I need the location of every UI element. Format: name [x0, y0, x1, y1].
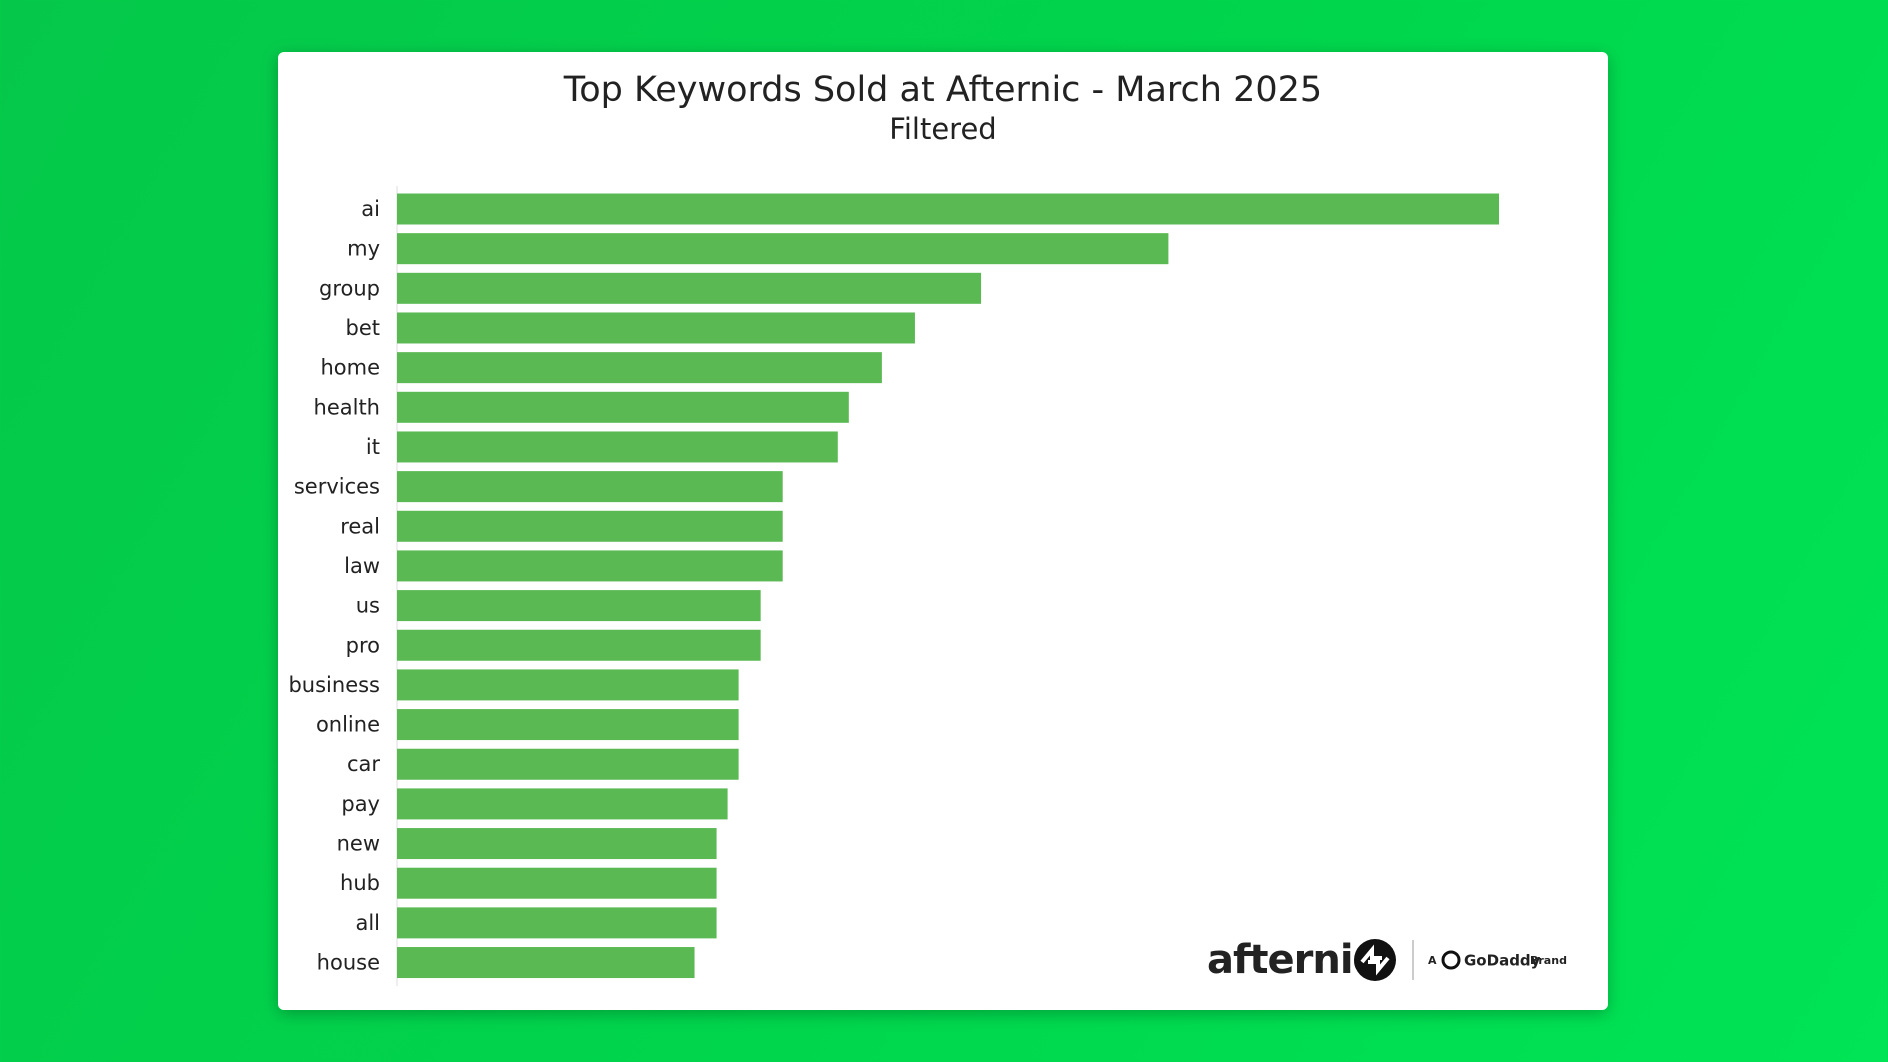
- bar: [397, 233, 1169, 265]
- bar: [397, 431, 838, 463]
- bar: [397, 510, 783, 542]
- bar: [397, 669, 739, 701]
- logo-godaddy: GoDaddy: [1464, 952, 1541, 970]
- bar: [397, 947, 695, 979]
- y-tick-label: home: [320, 356, 380, 380]
- y-tick-label: bet: [346, 316, 380, 340]
- logo: afternic A GoDaddy Brand: [1207, 937, 1567, 983]
- bar: [397, 391, 849, 423]
- y-tick-label: real: [340, 514, 380, 538]
- y-tick-label: ai: [361, 197, 380, 221]
- godaddy-icon: [1441, 950, 1461, 970]
- bar: [397, 471, 783, 503]
- y-tick-label: business: [288, 673, 380, 697]
- y-tick-label: new: [337, 832, 380, 856]
- chart-title: Top Keywords Sold at Afternic - March 20…: [563, 70, 1322, 110]
- bar: [397, 629, 761, 661]
- y-tick-label: it: [366, 435, 380, 459]
- y-tick-label: hub: [340, 871, 380, 895]
- y-tick-label: car: [347, 752, 380, 776]
- logo-name: afternic: [1207, 937, 1375, 983]
- y-tick-label: group: [319, 276, 380, 300]
- bar: [397, 788, 728, 820]
- bar: [397, 709, 739, 741]
- y-tick-label: health: [314, 395, 380, 419]
- y-tick-label: pay: [341, 792, 380, 816]
- bar: [397, 867, 717, 899]
- y-tick-label: all: [355, 911, 380, 935]
- bar: [397, 312, 915, 344]
- logo-icon-arrows: [1360, 944, 1390, 976]
- y-tick-label: house: [317, 951, 380, 975]
- y-tick-label: services: [294, 475, 380, 499]
- bar: [397, 272, 982, 304]
- chart-subtitle: Filtered: [889, 112, 996, 146]
- bar: [397, 352, 882, 384]
- logo-a: A: [1428, 954, 1437, 967]
- bar: [397, 193, 1499, 225]
- y-tick-label: us: [356, 594, 380, 618]
- y-tick-label: my: [347, 237, 380, 261]
- y-tick-label: law: [344, 554, 380, 578]
- y-tick-label: online: [316, 713, 380, 737]
- bar: [397, 828, 717, 860]
- y-tick-label: pro: [346, 633, 380, 657]
- bar: [397, 748, 739, 780]
- logo-brand: Brand: [1530, 954, 1567, 967]
- bar: [397, 590, 761, 622]
- bar: [397, 907, 717, 939]
- bar: [397, 550, 783, 582]
